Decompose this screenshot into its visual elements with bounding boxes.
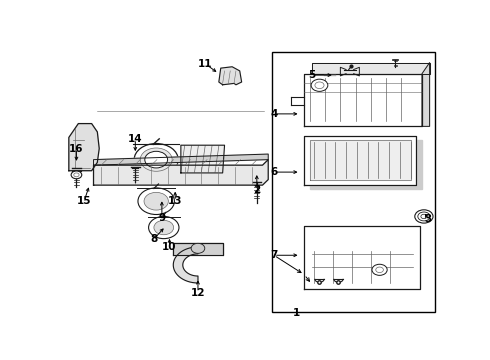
Circle shape <box>191 243 205 253</box>
Circle shape <box>421 214 427 219</box>
Polygon shape <box>310 140 422 189</box>
Polygon shape <box>94 159 268 185</box>
Text: 6: 6 <box>270 167 277 177</box>
Text: 16: 16 <box>69 144 84 153</box>
Text: 2: 2 <box>253 185 261 195</box>
Circle shape <box>418 212 430 221</box>
Text: 1: 1 <box>293 309 300 319</box>
Text: 8: 8 <box>150 234 158 244</box>
Circle shape <box>71 171 82 179</box>
Text: 3: 3 <box>424 214 431 224</box>
Polygon shape <box>173 243 222 255</box>
Text: 14: 14 <box>128 134 143 144</box>
Polygon shape <box>181 145 224 173</box>
Polygon shape <box>173 247 222 254</box>
Circle shape <box>415 210 433 223</box>
Polygon shape <box>312 63 430 74</box>
Polygon shape <box>69 123 99 171</box>
Circle shape <box>140 148 172 171</box>
Text: 15: 15 <box>77 196 91 206</box>
Text: 11: 11 <box>198 59 213 69</box>
Circle shape <box>154 220 173 235</box>
Polygon shape <box>173 247 198 283</box>
Circle shape <box>311 79 328 91</box>
Text: 10: 10 <box>162 242 177 252</box>
Polygon shape <box>422 63 430 126</box>
Polygon shape <box>304 226 420 288</box>
Bar <box>272 51 435 312</box>
Polygon shape <box>94 154 268 165</box>
Circle shape <box>138 188 174 215</box>
Circle shape <box>144 192 169 210</box>
Polygon shape <box>219 67 242 85</box>
Circle shape <box>134 144 178 176</box>
Circle shape <box>148 216 179 239</box>
Text: 9: 9 <box>158 213 166 223</box>
Polygon shape <box>304 136 416 185</box>
Polygon shape <box>310 140 411 180</box>
Text: 5: 5 <box>308 70 316 80</box>
Text: 7: 7 <box>270 250 278 260</box>
Text: 4: 4 <box>270 109 278 119</box>
Polygon shape <box>304 74 422 126</box>
Text: 13: 13 <box>168 196 182 206</box>
Circle shape <box>372 264 387 275</box>
Circle shape <box>145 151 168 168</box>
Text: 12: 12 <box>191 288 205 298</box>
Circle shape <box>74 173 79 177</box>
